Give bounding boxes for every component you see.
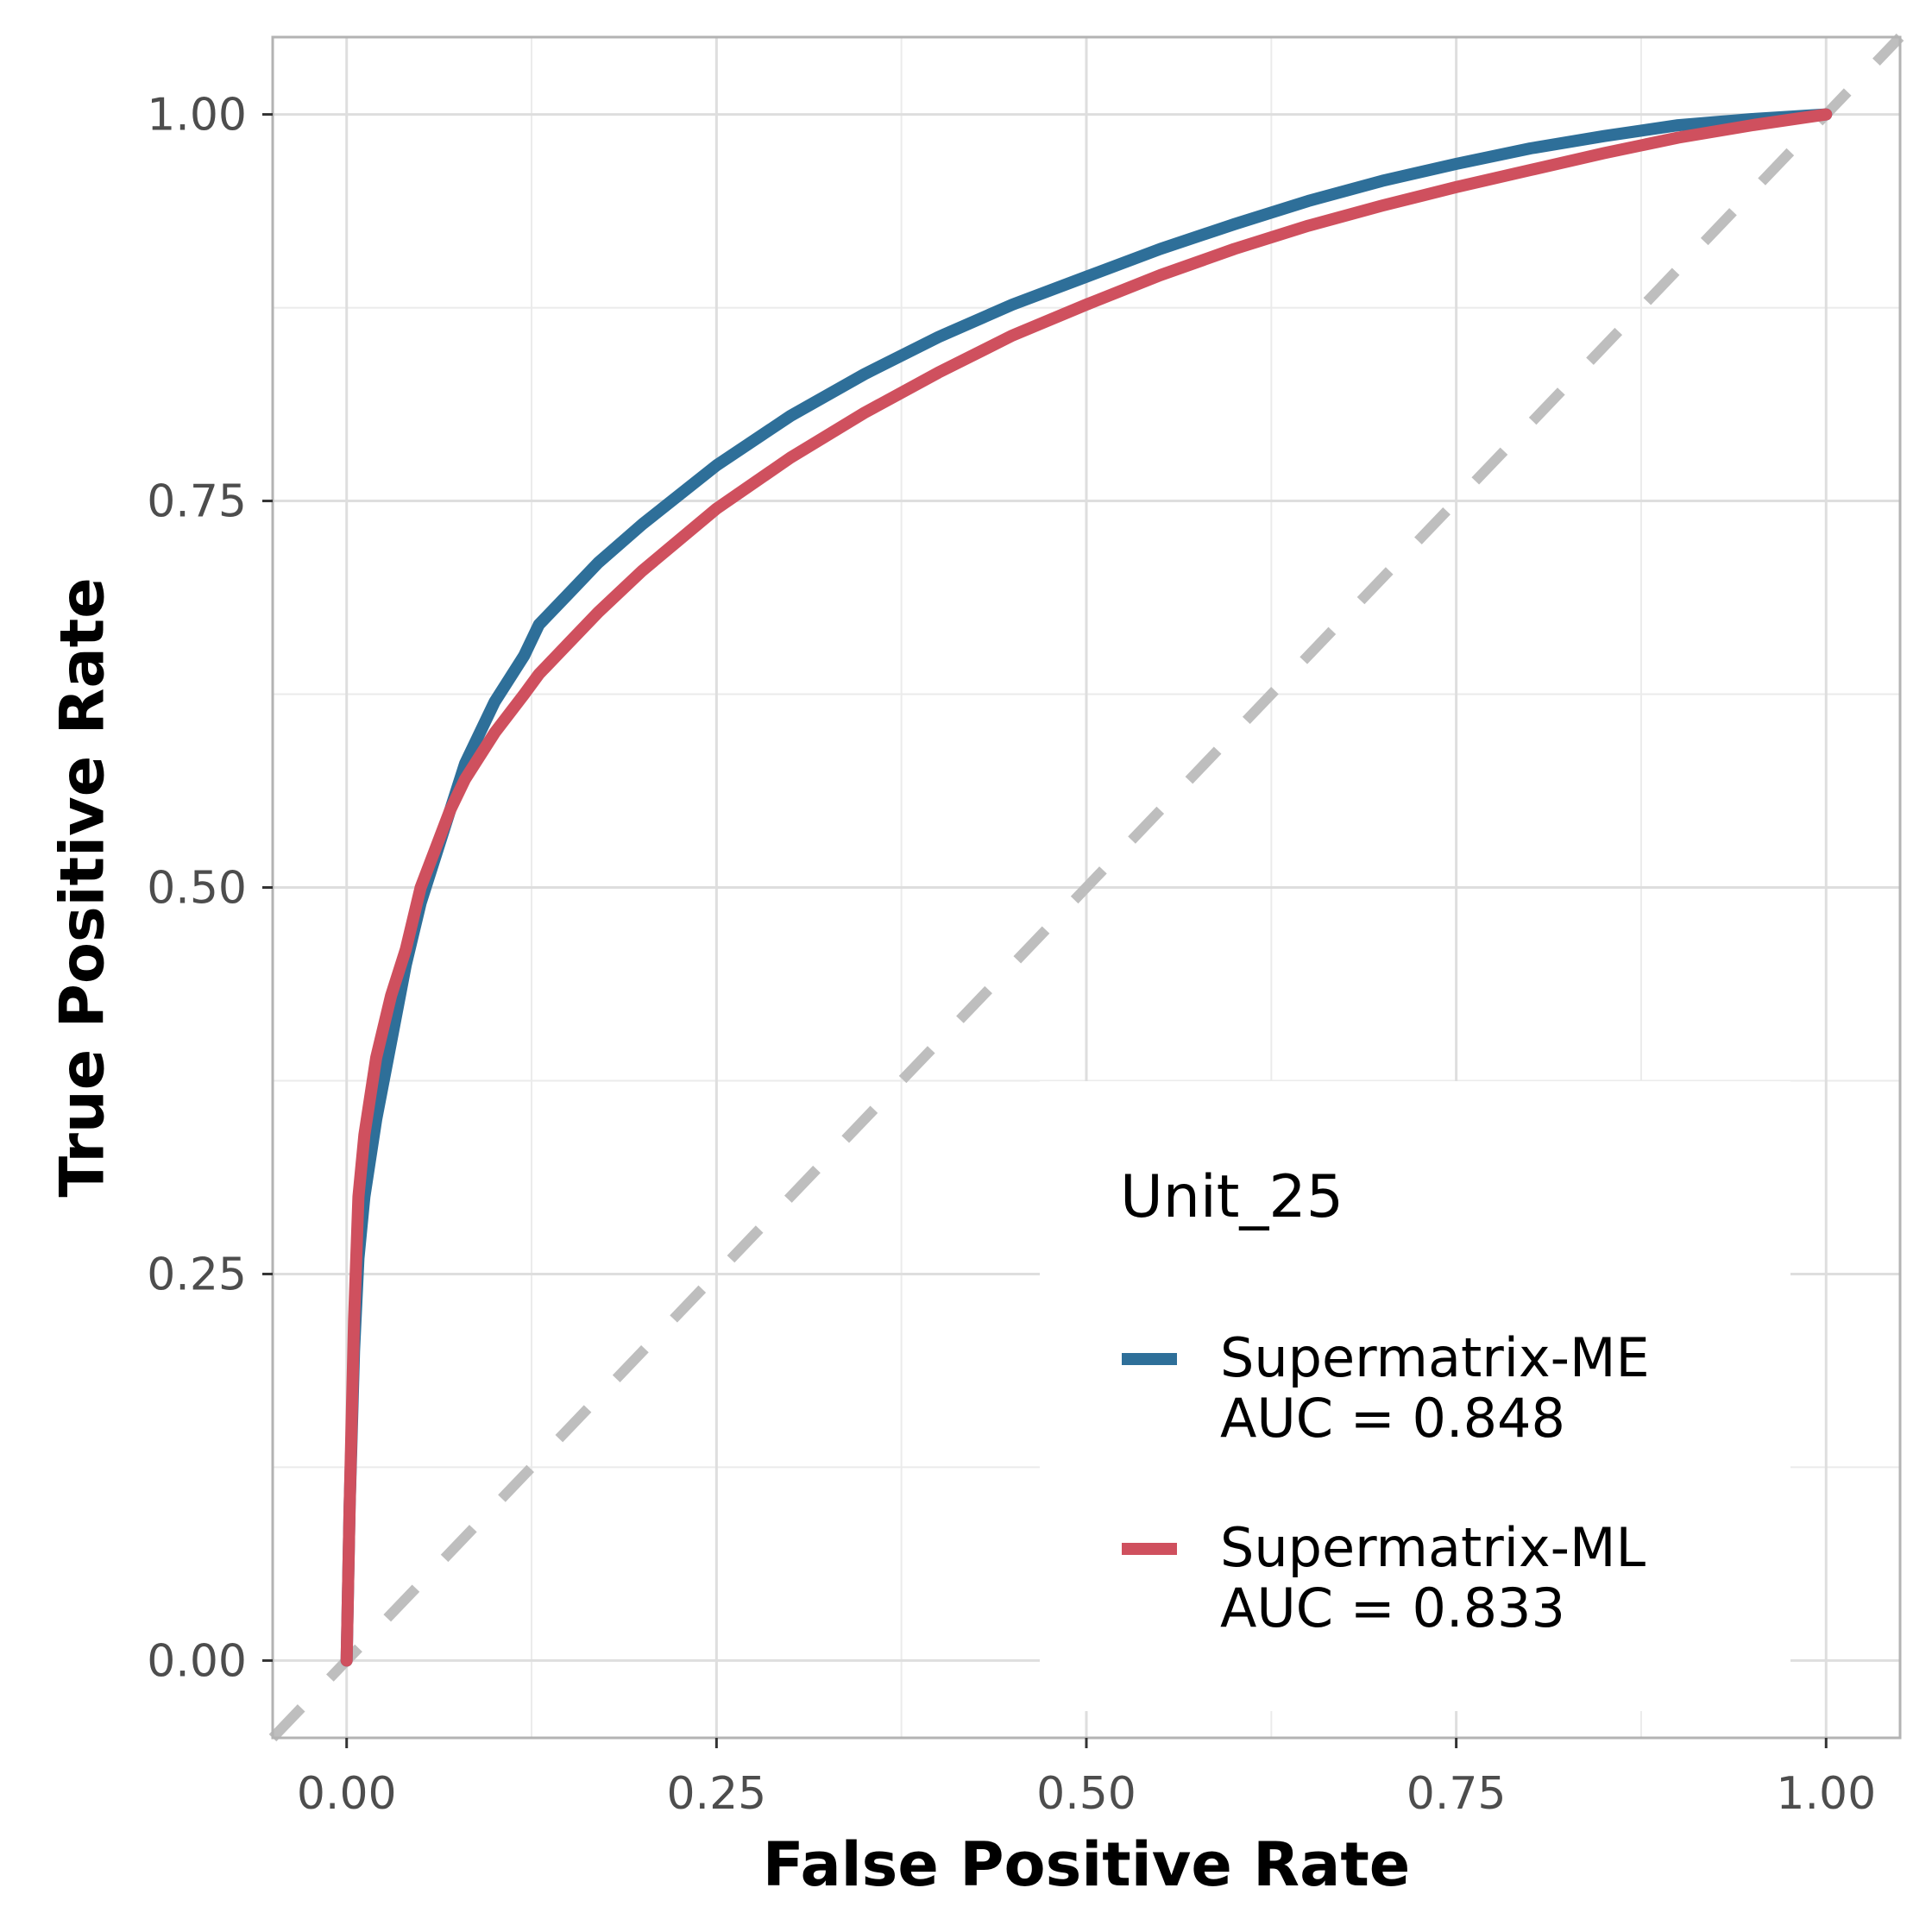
- legend-title: Unit_25: [1120, 1163, 1344, 1231]
- x-axis-ticks: 0.00 0.25 0.50 0.75 1.00: [297, 1738, 1876, 1820]
- roc-curve-series-2: [340, 108, 1833, 1667]
- legend-auc-series-1: AUC = 0.848: [1220, 1387, 1565, 1450]
- roc-curve-series-1: [340, 108, 1833, 1667]
- y-tick-label: 0.00: [147, 1635, 247, 1687]
- reference-line-group: [268, 33, 1904, 1742]
- legend-label-series-2: Supermatrix-ML: [1220, 1516, 1646, 1579]
- y-tick-label: 1.00: [147, 90, 247, 142]
- y-tick-label: 0.50: [147, 863, 247, 915]
- x-tick-label: 0.50: [1036, 1768, 1136, 1820]
- legend-box: [1040, 1081, 1790, 1711]
- legend-auc-series-2: AUC = 0.833: [1220, 1576, 1565, 1639]
- x-tick-label: 1.00: [1776, 1768, 1876, 1820]
- x-tick-label: 0.75: [1407, 1768, 1507, 1820]
- x-axis-title: False Positive Rate: [763, 1829, 1411, 1900]
- y-axis-title: True Positive Rate: [47, 577, 118, 1197]
- series-group: [340, 108, 1833, 1667]
- y-axis-ticks: 0.00 0.25 0.50 0.75 1.00: [147, 90, 273, 1687]
- x-tick-label: 0.25: [666, 1768, 766, 1820]
- y-tick-label: 0.25: [147, 1249, 247, 1300]
- y-tick-label: 0.75: [147, 476, 247, 528]
- legend-label-series-1: Supermatrix-ME: [1220, 1326, 1650, 1389]
- reference-diagonal-line: [268, 33, 1904, 1742]
- x-tick-label: 0.00: [297, 1768, 397, 1820]
